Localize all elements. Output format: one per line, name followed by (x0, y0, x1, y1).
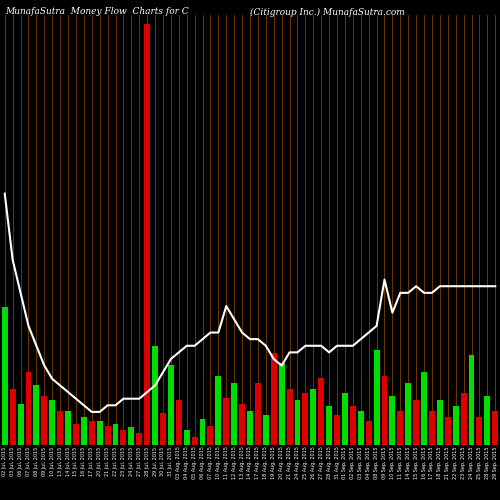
Bar (49, 400, 55, 445)
Bar (342, 394, 348, 445)
Bar (18, 404, 24, 445)
Bar (216, 376, 222, 445)
Bar (406, 382, 411, 445)
Bar (382, 376, 388, 445)
Bar (89, 422, 94, 445)
Bar (310, 389, 316, 445)
Bar (34, 385, 40, 445)
Bar (184, 430, 190, 445)
Bar (445, 417, 451, 445)
Bar (460, 394, 466, 445)
Bar (318, 378, 324, 445)
Bar (294, 400, 300, 445)
Bar (278, 364, 284, 445)
Bar (286, 389, 292, 445)
Bar (2, 308, 8, 445)
Bar (208, 426, 214, 445)
Bar (271, 352, 276, 445)
Bar (452, 406, 458, 445)
Bar (128, 427, 134, 445)
Bar (231, 382, 237, 445)
Bar (168, 366, 174, 445)
Bar (398, 410, 404, 445)
Bar (476, 417, 482, 445)
Bar (437, 400, 443, 445)
Bar (302, 394, 308, 445)
Bar (73, 424, 79, 445)
Bar (176, 400, 182, 445)
Bar (468, 354, 474, 445)
Bar (255, 382, 261, 445)
Text: (Citigroup Inc.) MunafaSutra.com: (Citigroup Inc.) MunafaSutra.com (250, 8, 405, 16)
Bar (263, 415, 269, 445)
Bar (358, 410, 364, 445)
Bar (224, 398, 229, 445)
Bar (42, 396, 48, 445)
Bar (334, 415, 340, 445)
Bar (247, 410, 253, 445)
Bar (96, 422, 102, 445)
Bar (65, 410, 71, 445)
Bar (484, 396, 490, 445)
Bar (160, 413, 166, 445)
Bar (112, 424, 118, 445)
Bar (429, 410, 435, 445)
Bar (136, 433, 142, 445)
Bar (104, 426, 110, 445)
Bar (326, 406, 332, 445)
Bar (421, 372, 427, 445)
Bar (492, 410, 498, 445)
Bar (144, 24, 150, 445)
Bar (26, 372, 32, 445)
Bar (366, 422, 372, 445)
Text: MunafaSutra  Money Flow  Charts for C: MunafaSutra Money Flow Charts for C (5, 8, 188, 16)
Bar (10, 389, 16, 445)
Bar (120, 430, 126, 445)
Bar (200, 419, 205, 445)
Bar (390, 396, 396, 445)
Bar (57, 410, 63, 445)
Bar (81, 417, 87, 445)
Bar (239, 404, 245, 445)
Bar (152, 346, 158, 445)
Bar (413, 400, 419, 445)
Bar (350, 406, 356, 445)
Bar (374, 350, 380, 445)
Bar (192, 438, 198, 445)
